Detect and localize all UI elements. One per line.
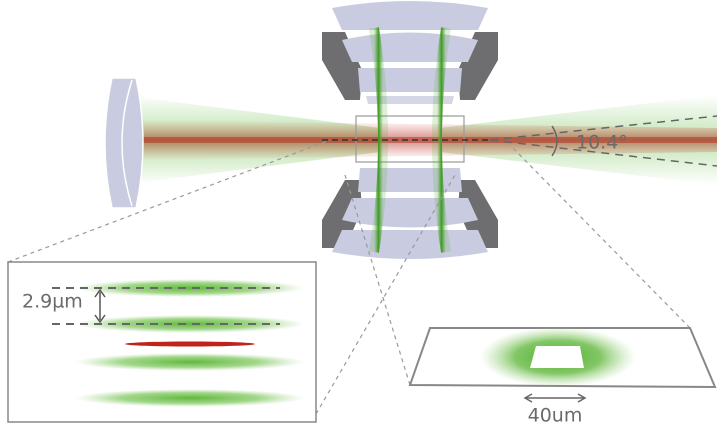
beams (120, 95, 717, 185)
angle-label: 10.4° (576, 132, 628, 154)
spacing-inset: 2.9µm (7, 261, 317, 423)
spacing-label: 2.9µm (22, 291, 83, 313)
angle-indicator: 10.4° (489, 115, 717, 167)
objective-assembly (322, 1, 498, 259)
spot-inset: 40um (408, 327, 717, 427)
zoom-lines (7, 139, 691, 415)
spot-size-label: 40um (528, 405, 583, 427)
left-lens (104, 77, 144, 209)
